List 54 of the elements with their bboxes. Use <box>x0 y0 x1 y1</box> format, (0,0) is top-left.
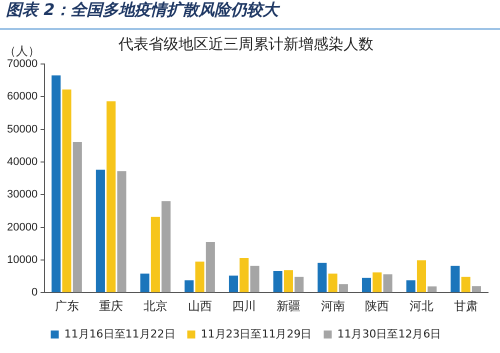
x-tick-label: 重庆 <box>99 298 124 313</box>
y-tick-label: 10000 <box>6 254 38 266</box>
bar <box>328 274 338 292</box>
bar <box>284 270 293 292</box>
bar <box>250 266 260 292</box>
x-tick-label: 北京 <box>143 298 168 313</box>
legend-label: 11月30日至12月6日 <box>337 327 442 340</box>
bar <box>294 276 304 292</box>
bar <box>62 89 72 292</box>
legend-label: 11月16日至11月22日 <box>64 327 176 340</box>
bar <box>338 284 348 292</box>
bar <box>472 286 481 292</box>
x-tick-label: 陕西 <box>365 298 390 313</box>
bar <box>106 101 116 292</box>
y-tick-label: 40000 <box>6 156 38 168</box>
bar <box>150 216 160 292</box>
y-tick-label: 30000 <box>6 188 38 201</box>
x-tick-label: 广东 <box>54 298 79 313</box>
legend-label: 11月23日至11月29日 <box>200 327 312 340</box>
bar <box>195 262 204 292</box>
bar <box>52 75 61 292</box>
x-tick-label: 河南 <box>320 298 345 313</box>
x-tick-label: 四川 <box>232 298 256 313</box>
y-tick-label: 0 <box>31 286 38 299</box>
bar <box>96 170 105 292</box>
bar <box>372 272 382 292</box>
x-tick-label: 甘肃 <box>454 298 478 313</box>
x-tick-label: 新疆 <box>276 298 300 313</box>
bar <box>72 142 82 292</box>
bar <box>162 201 171 292</box>
bar <box>228 276 238 292</box>
y-axis-title: （人） <box>4 44 40 58</box>
bar <box>416 260 426 292</box>
bar <box>406 280 416 292</box>
bar <box>362 278 372 292</box>
chart-subtitle: 代表省级地区近三周累计新增感染人数 <box>118 34 374 53</box>
bar <box>184 280 194 292</box>
y-tick-label: 20000 <box>6 221 38 234</box>
bar <box>428 286 437 292</box>
bar <box>461 276 470 292</box>
bar <box>206 242 215 292</box>
bar <box>117 171 126 292</box>
bar <box>318 262 327 292</box>
x-tick-label: 山西 <box>188 298 212 313</box>
x-tick-label: 河北 <box>409 298 434 313</box>
bar <box>273 271 282 292</box>
chart-title: 图表 2：全国多地疫情扩散风险仍较大 <box>0 0 500 30</box>
bar <box>383 274 392 292</box>
bar <box>240 258 249 292</box>
y-tick-label: 60000 <box>6 90 38 103</box>
bar <box>450 266 460 292</box>
y-tick-label: 70000 <box>6 58 38 70</box>
y-tick-label: 50000 <box>6 123 38 136</box>
bar <box>140 274 150 292</box>
